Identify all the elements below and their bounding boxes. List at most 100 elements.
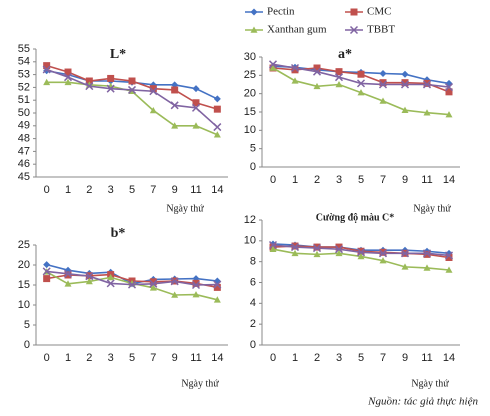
- y-tick-label: 20: [244, 88, 256, 100]
- y-tick-label: 47: [18, 145, 30, 157]
- x-axis-label: Ngày thứ: [411, 378, 449, 389]
- point: [335, 243, 343, 251]
- y-tick-label: 0: [250, 161, 256, 173]
- point: [357, 89, 365, 96]
- point: [64, 280, 72, 287]
- point: [356, 79, 366, 88]
- point: [191, 103, 201, 112]
- y-tick-label: 50: [18, 107, 30, 119]
- legend-label: Pectin: [267, 6, 295, 18]
- y-tick-label: 10: [244, 235, 256, 247]
- point: [290, 63, 300, 73]
- point: [423, 264, 431, 271]
- point: [379, 79, 387, 87]
- y-tick-label: 48: [18, 133, 30, 145]
- x-axis-label: Ngày thứ: [181, 378, 219, 389]
- point: [171, 291, 179, 298]
- point: [357, 252, 365, 260]
- chart-title: L*: [110, 47, 126, 62]
- point: [171, 122, 179, 129]
- x-tick-label: 9: [402, 352, 408, 364]
- point: [400, 249, 410, 258]
- point: [422, 249, 432, 258]
- point: [106, 279, 115, 288]
- point: [445, 266, 453, 273]
- y-tick-label: 25: [244, 69, 256, 81]
- point: [290, 243, 300, 252]
- point: [379, 257, 387, 264]
- y-tick-label: 12: [244, 214, 256, 226]
- point: [43, 78, 51, 86]
- point: [356, 248, 366, 257]
- x-tick-label: 0: [44, 352, 50, 364]
- point: [269, 64, 277, 71]
- point: [334, 245, 344, 254]
- x-tick-label: 3: [336, 352, 342, 364]
- y-tick-label: 30: [244, 51, 256, 63]
- point: [401, 106, 409, 113]
- x-tick-label: 7: [150, 184, 156, 196]
- point: [401, 79, 409, 87]
- x-tick-label: 9: [172, 352, 178, 364]
- x-tick-label: 3: [108, 352, 114, 364]
- point: [445, 79, 453, 87]
- point: [313, 250, 321, 258]
- y-tick-label: 20: [18, 259, 30, 271]
- point: [213, 105, 221, 113]
- x-tick-label: 5: [129, 352, 135, 364]
- x-tick-label: 2: [314, 352, 320, 364]
- x-tick-label: 14: [443, 352, 455, 364]
- x-tick-label: 0: [44, 184, 50, 196]
- y-tick-label: 15: [244, 106, 256, 118]
- point: [312, 67, 322, 76]
- y-tick-label: 46: [18, 158, 30, 170]
- x-tick-label: 7: [380, 174, 386, 186]
- y-tick-label: 51: [18, 94, 30, 106]
- x-tick-label: 3: [108, 184, 114, 196]
- point: [445, 111, 453, 118]
- x-axis-label: Ngày thứ: [166, 203, 204, 214]
- point: [42, 267, 51, 276]
- x-tick-label: 14: [443, 174, 455, 186]
- y-tick-label: 45: [18, 171, 30, 183]
- x-tick-label: 14: [211, 352, 223, 364]
- x-tick-label: 1: [292, 174, 298, 186]
- point: [268, 60, 278, 69]
- x-tick-label: 5: [358, 174, 364, 186]
- x-tick-label: 2: [86, 352, 92, 364]
- point: [213, 283, 221, 291]
- y-tick-label: 10: [18, 299, 30, 311]
- chart-title: Cường độ màu C*: [316, 212, 395, 223]
- point: [445, 88, 453, 96]
- y-tick-label: 49: [18, 120, 30, 132]
- source-note: Nguồn: tác giả thực hiện: [367, 396, 478, 408]
- y-tick-label: 5: [24, 319, 30, 331]
- point: [334, 73, 344, 82]
- point: [291, 66, 299, 74]
- point: [42, 65, 51, 74]
- point: [149, 85, 157, 93]
- point: [313, 64, 321, 72]
- chart-title: a*: [338, 47, 352, 62]
- x-tick-label: 14: [211, 184, 223, 196]
- point: [445, 254, 453, 261]
- point: [423, 109, 431, 116]
- point: [357, 70, 365, 78]
- point: [43, 275, 51, 283]
- x-tick-label: 5: [129, 184, 135, 196]
- x-tick-label: 1: [65, 352, 71, 364]
- point: [291, 77, 299, 84]
- point: [192, 122, 200, 129]
- point: [128, 77, 136, 85]
- point: [335, 68, 343, 76]
- point: [192, 291, 200, 298]
- point: [445, 249, 453, 257]
- point: [213, 296, 221, 303]
- point: [401, 263, 409, 270]
- x-tick-label: 1: [65, 184, 71, 196]
- legend-marker: [349, 25, 359, 35]
- point: [444, 83, 454, 92]
- legend-marker: [350, 8, 358, 16]
- point: [213, 95, 221, 103]
- point: [192, 279, 200, 287]
